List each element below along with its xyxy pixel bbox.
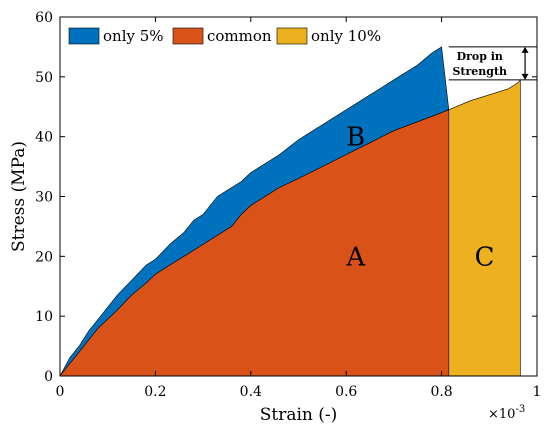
x-multiplier-label: ×10-3	[488, 404, 525, 422]
y-tick-label: 60	[35, 10, 53, 26]
legend-label-only-5: only 5%	[103, 27, 164, 45]
y-tick-label: 20	[35, 249, 53, 265]
y-tick-label: 40	[35, 130, 53, 146]
x-tick-label: 0.4	[240, 384, 262, 400]
y-tick-label: 50	[35, 70, 53, 86]
region-label-c: C	[475, 242, 495, 272]
legend-swatch-common	[172, 27, 204, 45]
y-axis-label: Stress (MPa)	[9, 141, 29, 252]
annotation-arrowhead-top	[521, 46, 529, 53]
x-tick-label: 0.8	[430, 384, 452, 400]
x-tick-label: 0.6	[335, 384, 357, 400]
plot-regions	[59, 46, 521, 377]
annotation-text-line2: Strength	[452, 65, 507, 78]
y-tick-label: 0	[44, 369, 53, 385]
y-tick-label: 30	[35, 190, 53, 206]
legend-background	[65, 24, 383, 48]
legend-label-common: common	[207, 27, 272, 45]
legend-swatch-only-10	[276, 27, 308, 45]
x-axis-label: Strain (-)	[260, 405, 338, 425]
x-tick-label: 0.2	[144, 384, 166, 400]
annotation-text-line1: Drop in	[457, 50, 503, 63]
area-only-10	[448, 79, 521, 377]
legend: only 5% common only 10%	[65, 24, 383, 48]
region-label-b: B	[346, 123, 365, 153]
area-common	[59, 109, 450, 377]
y-tick-label: 10	[35, 309, 53, 325]
annotation-arrowhead-bottom	[521, 73, 529, 80]
x-tick-label: 1	[533, 384, 542, 400]
x-tick-label: 0	[56, 384, 65, 400]
drop-in-strength-annotation: Drop in Strength	[448, 46, 537, 81]
legend-label-only-10: only 10%	[311, 27, 381, 45]
legend-swatch-only-5	[68, 27, 100, 45]
region-label-a: A	[345, 242, 366, 272]
